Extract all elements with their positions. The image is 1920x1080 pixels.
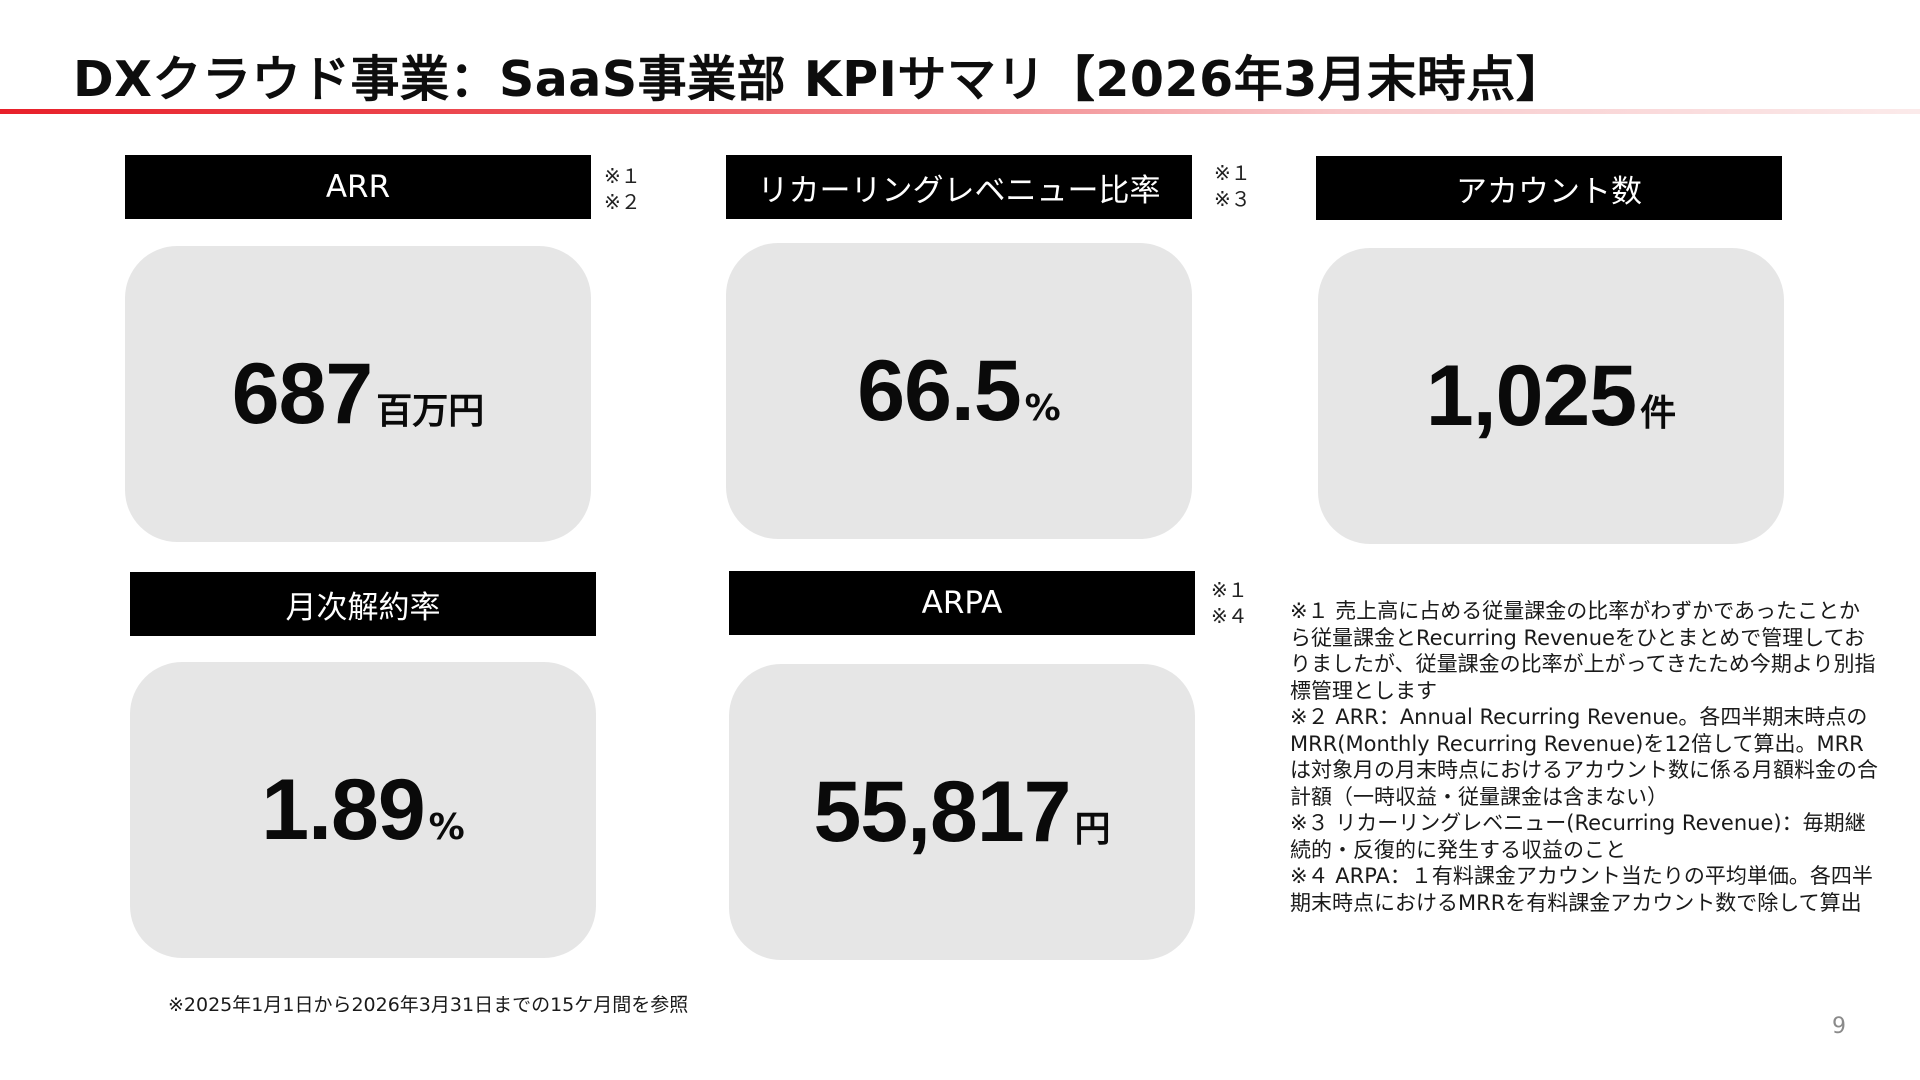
kpi-note-refs-arr: ※１ ※２ — [604, 163, 641, 215]
footnotes: ※１ 売上高に占める従量課金の比率がわずかであったことから従量課金とRecurr… — [1290, 598, 1880, 916]
kpi-unit-arr: 百万円 — [376, 390, 485, 432]
kpi-value-churn: 1.89 — [261, 761, 425, 858]
kpi-label-recurring-ratio: リカーリングレベニュー比率 — [726, 155, 1192, 219]
footnote: ※２ ARR：Annual Recurring Revenue。各四半期末時点の… — [1290, 705, 1878, 809]
kpi-label-accounts: アカウント数 — [1316, 156, 1782, 220]
kpi-card-churn: 1.89 % — [130, 662, 596, 958]
kpi-value-accounts: 1,025 — [1425, 347, 1637, 444]
kpi-label-arpa: ARPA — [729, 571, 1195, 635]
footnote: ※４ ARPA：１有料課金アカウント当たりの平均単価。各四半期末時点におけるMR… — [1290, 864, 1873, 915]
kpi-card-recurring-ratio: 66.5 % — [726, 243, 1192, 539]
note-ref: ※１ — [1214, 161, 1251, 185]
kpi-value-arpa: 55,817 — [813, 763, 1071, 860]
kpi-unit-arpa: 円 — [1074, 808, 1111, 850]
kpi-value-recurring-ratio: 66.5 — [857, 342, 1021, 439]
kpi-card-arr: 687 百万円 — [125, 246, 591, 542]
page-title: DXクラウド事業：SaaS事業部 KPIサマリ【2026年3月末時点】 — [73, 51, 1566, 108]
note-ref: ※３ — [1214, 187, 1251, 211]
kpi-card-arpa: 55,817 円 — [729, 664, 1195, 960]
kpi-unit-churn: % — [428, 806, 465, 848]
footnote: ※１ 売上高に占める従量課金の比率がわずかであったことから従量課金とRecurr… — [1290, 599, 1876, 703]
title-underline — [0, 109, 1920, 114]
kpi-label-arr: ARR — [125, 155, 591, 219]
kpi-unit-recurring-ratio: % — [1024, 387, 1061, 429]
note-ref: ※１ — [604, 164, 641, 188]
kpi-label-churn: 月次解約率 — [130, 572, 596, 636]
kpi-card-accounts: 1,025 件 — [1318, 248, 1784, 544]
kpi-note-refs-recurring-ratio: ※１ ※３ — [1214, 160, 1251, 212]
kpi-note-refs-arpa: ※１ ※４ — [1211, 577, 1248, 629]
footnote: ※３ リカーリングレベニュー(Recurring Revenue)：毎期継続的・… — [1290, 811, 1866, 862]
note-ref: ※１ — [1211, 578, 1248, 602]
page-number: 9 — [1832, 1014, 1846, 1039]
source-note: ※2025年1月1日から2026年3月31日までの15ケ月間を参照 — [168, 994, 689, 1016]
kpi-unit-accounts: 件 — [1640, 392, 1677, 434]
kpi-value-arr: 687 — [231, 345, 373, 442]
note-ref: ※２ — [604, 190, 641, 214]
note-ref: ※４ — [1211, 604, 1248, 628]
